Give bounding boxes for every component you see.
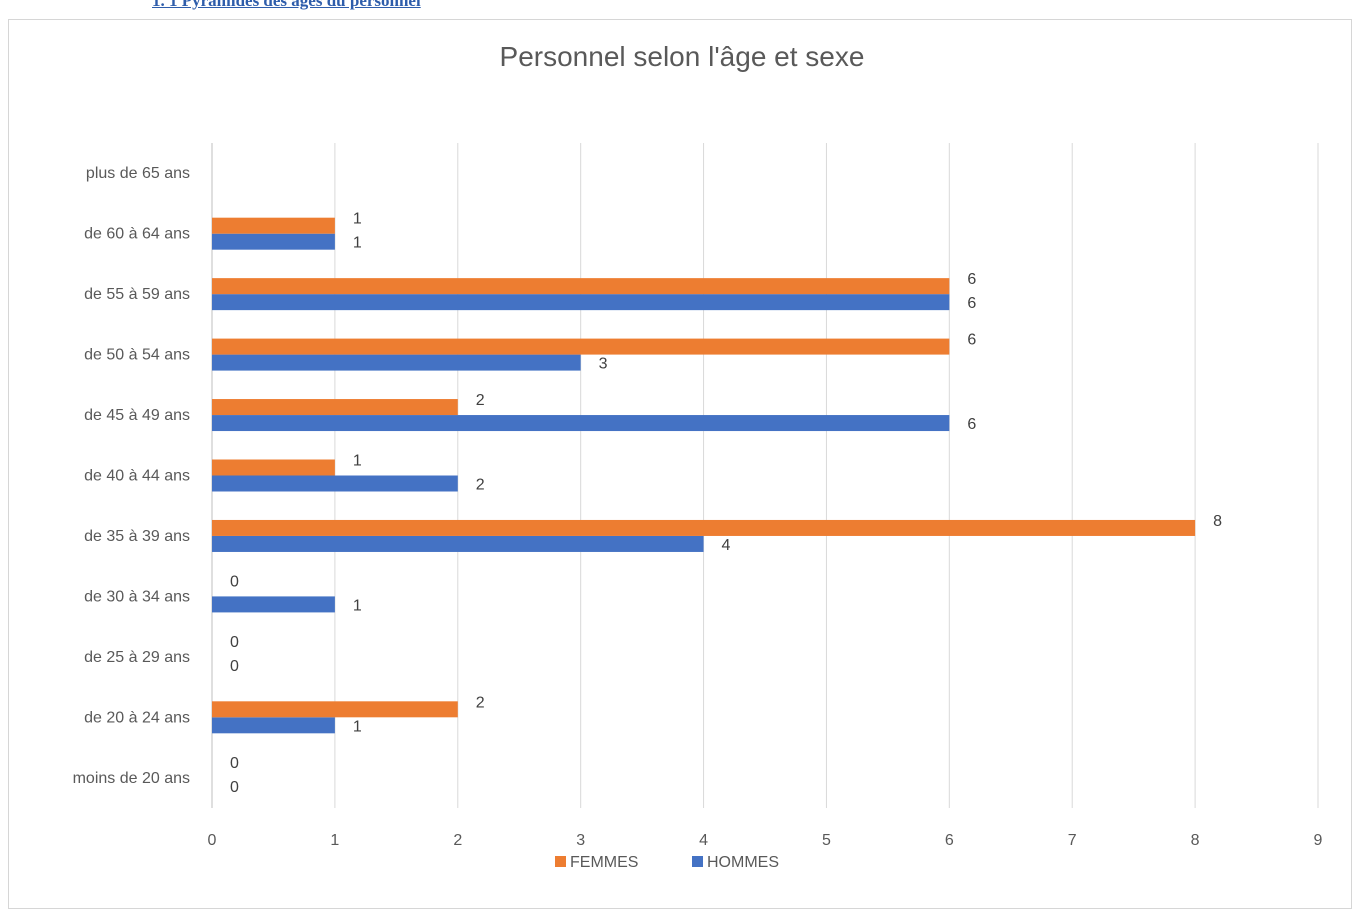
data-label-femmes: 0: [230, 573, 239, 590]
data-label-hommes: 6: [967, 295, 976, 312]
bar-hommes: [212, 717, 335, 734]
x-tick-label: 2: [453, 832, 462, 849]
x-tick-label: 1: [330, 832, 339, 849]
bar-hommes: [212, 354, 581, 371]
data-label-femmes: 6: [967, 271, 976, 288]
category-label: de 45 à 49 ans: [84, 407, 190, 424]
category-label: de 35 à 39 ans: [84, 528, 190, 545]
section-heading-link[interactable]: 1. 1 Pyramides des âges du personnel: [152, 0, 421, 10]
category-label: de 25 à 29 ans: [84, 649, 190, 666]
data-label-hommes: 1: [353, 718, 362, 735]
bar-femmes: [212, 278, 950, 295]
category-label: moins de 20 ans: [73, 770, 190, 787]
data-label-femmes: 8: [1213, 513, 1222, 530]
x-tick-label: 4: [699, 832, 708, 849]
x-tick-label: 7: [1068, 832, 1077, 849]
bar-femmes: [212, 217, 335, 234]
data-label-hommes: 0: [230, 779, 239, 796]
data-label-hommes: 2: [476, 477, 485, 494]
chart-title: Personnel selon l'âge et sexe: [500, 41, 865, 72]
bar-hommes: [212, 596, 335, 613]
category-label: de 55 à 59 ans: [84, 286, 190, 303]
bar-femmes: [212, 399, 458, 416]
category-label: de 50 à 54 ans: [84, 347, 190, 364]
legend-label-femmes: FEMMES: [570, 854, 638, 871]
legend-swatch-hommes: [692, 856, 703, 867]
value-axis-labels: 0 1 2 3 4 5 6 7 8 9: [208, 832, 1323, 849]
data-label-femmes: 1: [353, 453, 362, 470]
x-tick-label: 0: [208, 832, 217, 849]
legend: FEMMES HOMMES: [555, 854, 779, 871]
x-tick-label: 5: [822, 832, 831, 849]
category-label: de 30 à 34 ans: [84, 588, 190, 605]
x-tick-label: 9: [1314, 832, 1323, 849]
data-labels: 0 1 0 1 4 2 6 3 6 1 0 2 0 0 8 1 2 6 6 1: [230, 211, 1222, 796]
bar-hommes: [212, 535, 704, 552]
data-label-femmes: 1: [353, 211, 362, 228]
x-tick-label: 3: [576, 832, 585, 849]
category-label: de 40 à 44 ans: [84, 468, 190, 485]
data-label-hommes: 4: [722, 537, 731, 554]
x-tick-label: 8: [1191, 832, 1200, 849]
data-label-femmes: 0: [230, 634, 239, 651]
bar-femmes: [212, 519, 1196, 536]
bar-femmes: [212, 701, 458, 718]
category-axis-labels: moins de 20 ans de 20 à 24 ans de 25 à 29 …: [73, 165, 190, 787]
bar-femmes: [212, 338, 950, 355]
data-label-femmes: 2: [476, 392, 485, 409]
data-label-femmes: 6: [967, 332, 976, 349]
category-label: plus de 65 ans: [86, 165, 190, 182]
data-label-hommes: 0: [230, 658, 239, 675]
data-label-hommes: 1: [353, 597, 362, 614]
data-label-femmes: 2: [476, 694, 485, 711]
bar-hommes: [212, 294, 950, 311]
bars: [212, 217, 1196, 734]
category-label: de 60 à 64 ans: [84, 226, 190, 243]
bar-hommes: [212, 233, 335, 250]
bar-hommes: [212, 415, 950, 432]
data-label-femmes: 0: [230, 755, 239, 772]
data-label-hommes: 3: [599, 356, 608, 373]
bar-hommes: [212, 475, 458, 492]
data-label-hommes: 1: [353, 235, 362, 252]
data-label-hommes: 6: [967, 416, 976, 433]
bar-femmes: [212, 459, 335, 476]
legend-label-hommes: HOMMES: [707, 854, 779, 871]
legend-swatch-femmes: [555, 856, 566, 867]
x-tick-label: 6: [945, 832, 954, 849]
category-label: de 20 à 24 ans: [84, 709, 190, 726]
